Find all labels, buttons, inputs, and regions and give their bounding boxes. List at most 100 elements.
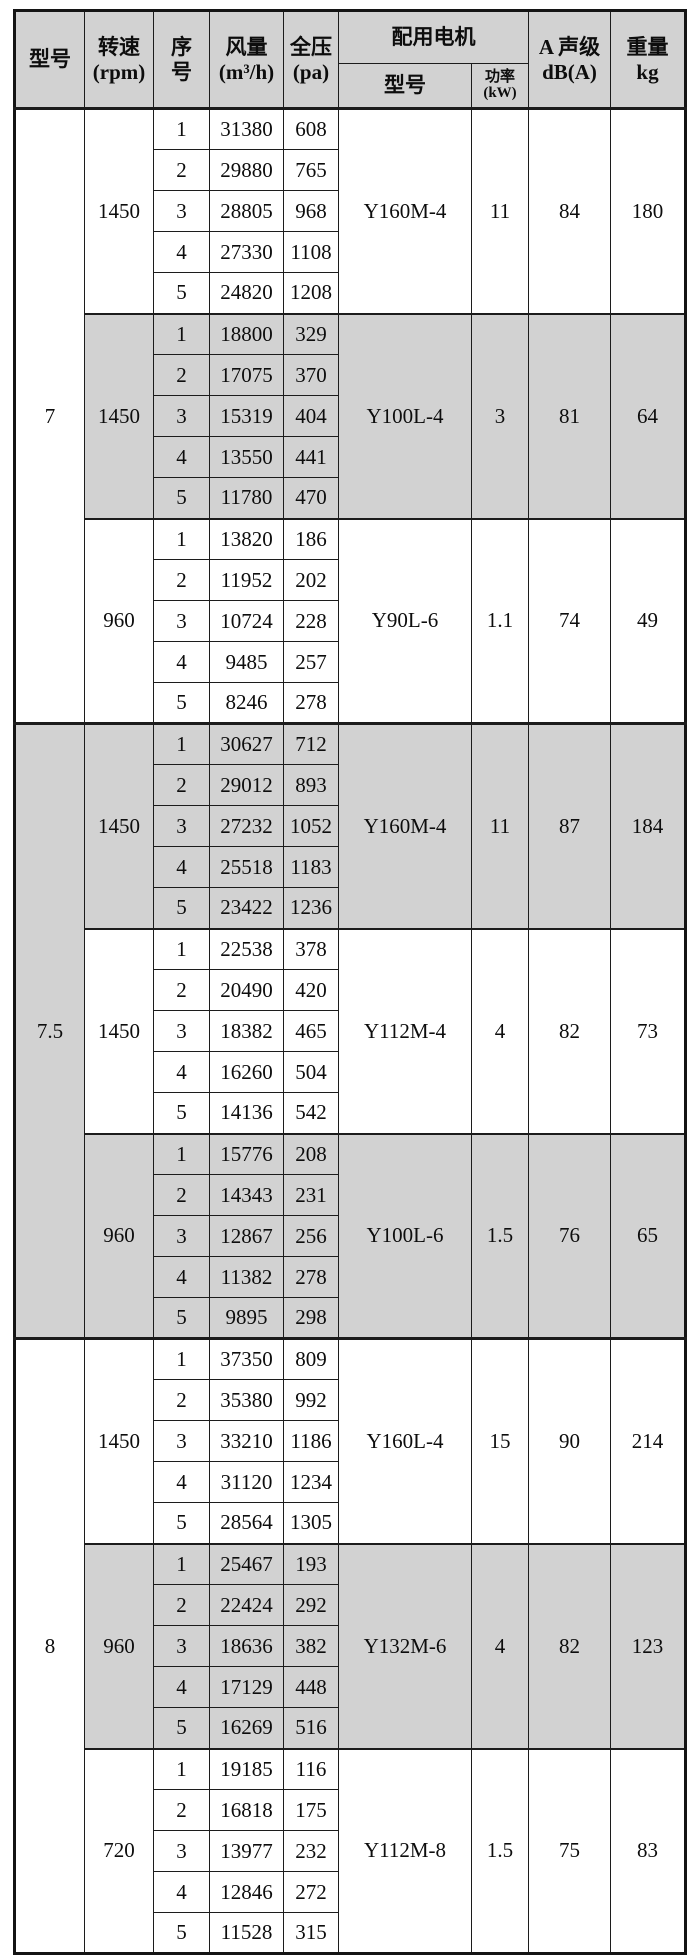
pressure-cell: 542 bbox=[283, 1092, 339, 1134]
seq-cell: 1 bbox=[153, 927, 210, 970]
header-speed: 转速 (rpm) bbox=[84, 10, 154, 109]
seq-cell: 4 bbox=[153, 846, 210, 888]
pressure-cell: 1052 bbox=[283, 805, 339, 847]
airflow-cell: 33210 bbox=[209, 1420, 284, 1462]
header-model: 型号 bbox=[14, 10, 85, 109]
seq-cell: 4 bbox=[153, 1666, 210, 1708]
pressure-cell: 208 bbox=[283, 1132, 339, 1175]
table-row: 2 17075 370 bbox=[15, 354, 686, 396]
noise-cell: 81 bbox=[528, 312, 611, 519]
seq-cell: 5 bbox=[153, 1502, 210, 1544]
fan-spec-table: 型号 转速 (rpm) 序 号 风量 (m³/h) 全压 (pa) 配用电机 A… bbox=[13, 9, 687, 1955]
airflow-cell: 27232 bbox=[209, 805, 284, 847]
seq-cell: 2 bbox=[153, 354, 210, 396]
motor-model-cell: Y160M-4 bbox=[338, 107, 472, 314]
header-index: 序 号 bbox=[153, 10, 210, 109]
seq-cell: 4 bbox=[153, 641, 210, 683]
pressure-cell: 448 bbox=[283, 1666, 339, 1708]
seq-cell: 3 bbox=[153, 1215, 210, 1257]
table-row: 5 16269 516 bbox=[15, 1707, 686, 1749]
header-pressure: 全压 (pa) bbox=[283, 10, 339, 109]
header-noise: A 声级 dB(A) bbox=[528, 10, 611, 109]
seq-cell: 5 bbox=[153, 1707, 210, 1749]
airflow-cell: 28805 bbox=[209, 190, 284, 232]
table-row: 2 22424 292 bbox=[15, 1584, 686, 1626]
pressure-cell: 278 bbox=[283, 682, 339, 724]
airflow-cell: 25467 bbox=[209, 1542, 284, 1585]
pressure-cell: 292 bbox=[283, 1584, 339, 1626]
seq-cell: 2 bbox=[153, 1379, 210, 1421]
header-motor-power: 功率 (kW) bbox=[471, 63, 529, 109]
weight-cell: 49 bbox=[610, 517, 686, 724]
motor-model-cell: Y100L-4 bbox=[338, 312, 472, 519]
noise-cell: 82 bbox=[528, 927, 611, 1134]
table-row: 3 28805 968 bbox=[15, 190, 686, 232]
header-motor-group: 配用电机 bbox=[338, 10, 529, 64]
pressure-cell: 992 bbox=[283, 1379, 339, 1421]
airflow-cell: 11780 bbox=[209, 477, 284, 519]
motor-power-cell: 15 bbox=[471, 1337, 529, 1544]
weight-cell: 123 bbox=[610, 1542, 686, 1749]
seq-cell: 3 bbox=[153, 600, 210, 642]
seq-cell: 3 bbox=[153, 805, 210, 847]
seq-cell: 2 bbox=[153, 559, 210, 601]
airflow-cell: 8246 bbox=[209, 682, 284, 724]
header-weight: 重量 kg bbox=[610, 10, 686, 109]
airflow-cell: 37350 bbox=[209, 1337, 284, 1380]
motor-power-cell: 1.5 bbox=[471, 1747, 529, 1954]
seq-cell: 1 bbox=[153, 1132, 210, 1175]
seq-cell: 5 bbox=[153, 887, 210, 929]
seq-cell: 5 bbox=[153, 477, 210, 519]
table-row: 3 10724 228 bbox=[15, 600, 686, 642]
pressure-cell: 257 bbox=[283, 641, 339, 683]
airflow-cell: 35380 bbox=[209, 1379, 284, 1421]
table-row: 2 16818 175 bbox=[15, 1789, 686, 1831]
airflow-cell: 24820 bbox=[209, 272, 284, 314]
noise-cell: 74 bbox=[528, 517, 611, 724]
pressure-cell: 420 bbox=[283, 969, 339, 1011]
seq-cell: 2 bbox=[153, 149, 210, 191]
airflow-cell: 17129 bbox=[209, 1666, 284, 1708]
noise-cell: 87 bbox=[528, 722, 611, 929]
pressure-cell: 1208 bbox=[283, 272, 339, 314]
airflow-cell: 13820 bbox=[209, 517, 284, 560]
weight-cell: 73 bbox=[610, 927, 686, 1134]
airflow-cell: 11528 bbox=[209, 1912, 284, 1954]
motor-power-cell: 4 bbox=[471, 1542, 529, 1749]
model-cell: 7 bbox=[14, 107, 85, 724]
motor-power-cell: 11 bbox=[471, 107, 529, 314]
table-row: 4 17129 448 bbox=[15, 1666, 686, 1708]
table-row: 3 18382 465 bbox=[15, 1010, 686, 1052]
airflow-cell: 16269 bbox=[209, 1707, 284, 1749]
seq-cell: 4 bbox=[153, 231, 210, 273]
table-row: 5 8246 278 bbox=[15, 682, 686, 724]
pressure-cell: 1305 bbox=[283, 1502, 339, 1544]
table-row: 2 35380 992 bbox=[15, 1379, 686, 1421]
seq-cell: 3 bbox=[153, 190, 210, 232]
pressure-cell: 516 bbox=[283, 1707, 339, 1749]
noise-cell: 76 bbox=[528, 1132, 611, 1339]
table-row: 960 1 15776 208 Y100L-6 1.5 76 65 bbox=[15, 1132, 686, 1339]
rpm-cell: 960 bbox=[84, 1132, 154, 1339]
rpm-cell: 1450 bbox=[84, 1337, 154, 1544]
airflow-cell: 11382 bbox=[209, 1256, 284, 1298]
header-airflow: 风量 (m³/h) bbox=[209, 10, 284, 109]
airflow-cell: 9895 bbox=[209, 1297, 284, 1339]
seq-cell: 1 bbox=[153, 107, 210, 150]
table-row: 7 1450 1 31380 608 Y160M-4 11 84 180 bbox=[14, 107, 686, 724]
pressure-cell: 116 bbox=[283, 1747, 339, 1790]
airflow-cell: 16818 bbox=[209, 1789, 284, 1831]
motor-power-cell: 1.5 bbox=[471, 1132, 529, 1339]
motor-power-cell: 1.1 bbox=[471, 517, 529, 724]
pressure-cell: 202 bbox=[283, 559, 339, 601]
model-cell: 7.5 bbox=[14, 722, 85, 1339]
pressure-cell: 1234 bbox=[283, 1461, 339, 1503]
airflow-cell: 22538 bbox=[209, 927, 284, 970]
seq-cell: 5 bbox=[153, 682, 210, 724]
pressure-cell: 1186 bbox=[283, 1420, 339, 1462]
seq-cell: 3 bbox=[153, 395, 210, 437]
seq-cell: 5 bbox=[153, 272, 210, 314]
seq-cell: 5 bbox=[153, 1092, 210, 1134]
seq-cell: 1 bbox=[153, 1747, 210, 1790]
airflow-cell: 17075 bbox=[209, 354, 284, 396]
